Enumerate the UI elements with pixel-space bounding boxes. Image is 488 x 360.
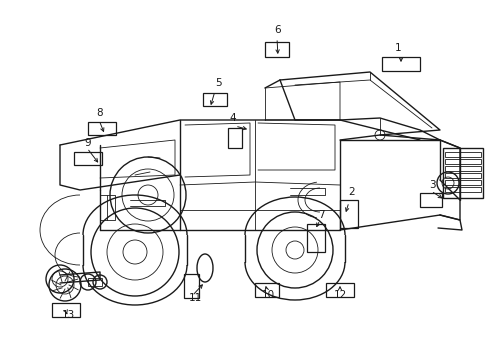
Bar: [381, 57, 419, 71]
Bar: [203, 93, 226, 106]
Bar: [444, 152, 480, 157]
Text: 9: 9: [84, 138, 91, 148]
Bar: [419, 193, 441, 207]
Bar: [444, 180, 480, 185]
Bar: [74, 152, 102, 165]
Text: 4: 4: [229, 113, 236, 123]
Bar: [52, 303, 80, 317]
Text: 7: 7: [317, 210, 324, 220]
Text: 13: 13: [61, 310, 75, 320]
Bar: [306, 224, 325, 252]
Text: 10: 10: [261, 290, 274, 300]
Bar: [444, 187, 480, 192]
Text: 6: 6: [274, 25, 281, 35]
Bar: [227, 128, 242, 148]
Bar: [339, 200, 357, 228]
Text: 1: 1: [394, 43, 401, 53]
Bar: [325, 283, 353, 297]
Bar: [442, 148, 482, 198]
Bar: [88, 122, 116, 135]
Bar: [264, 42, 288, 57]
Bar: [444, 159, 480, 164]
Text: 2: 2: [348, 187, 355, 197]
Bar: [444, 173, 480, 178]
Text: 5: 5: [214, 78, 221, 88]
Bar: [254, 283, 279, 297]
Bar: [183, 274, 199, 298]
Text: 12: 12: [333, 290, 346, 300]
Text: 3: 3: [428, 180, 434, 190]
Text: 8: 8: [97, 108, 103, 118]
Text: 11: 11: [188, 293, 201, 303]
Bar: [88, 278, 102, 286]
Bar: [444, 166, 480, 171]
